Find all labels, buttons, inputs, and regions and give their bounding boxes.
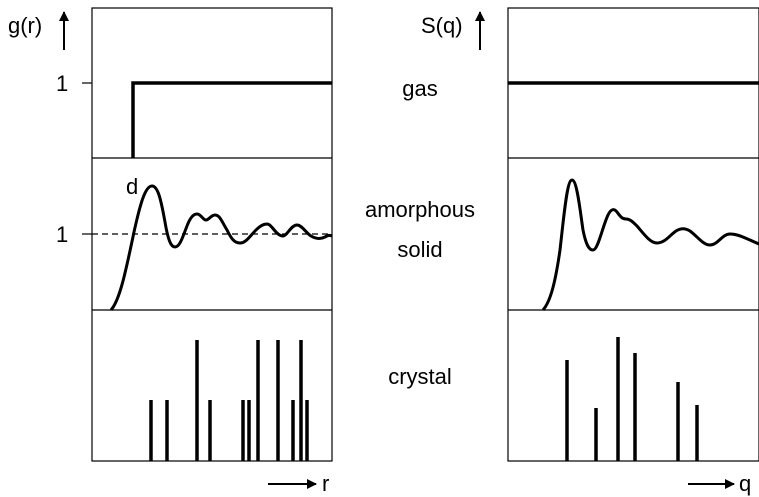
crystal-gr-peaks [149,340,309,461]
right-x-axis-label: q [739,471,751,496]
crystal-label: crystal [388,364,452,389]
gas-gr-curve [131,81,332,158]
amorphous-sq-curve [541,178,759,311]
left-y-axis-label: g(r) [8,13,42,38]
right-y-axis-label: S(q) [421,13,463,38]
amorphous-label-line2: solid [397,237,442,262]
crystal-sq-peaks [565,337,699,461]
left-panel: g(r) 1 1 d r [8,7,333,496]
nearest-neighbor-label: d [126,174,138,199]
amorphous-label-line1: amorphous [365,197,475,222]
gas-tick-label: 1 [56,71,68,96]
state-labels: gas amorphous solid crystal [365,76,475,389]
amorphous-gr-curve [109,184,333,312]
amorphous-tick-label: 1 [56,222,68,247]
right-panel: S(q) q [421,7,759,496]
gas-label: gas [402,76,437,101]
left-x-axis-label: r [322,471,329,496]
